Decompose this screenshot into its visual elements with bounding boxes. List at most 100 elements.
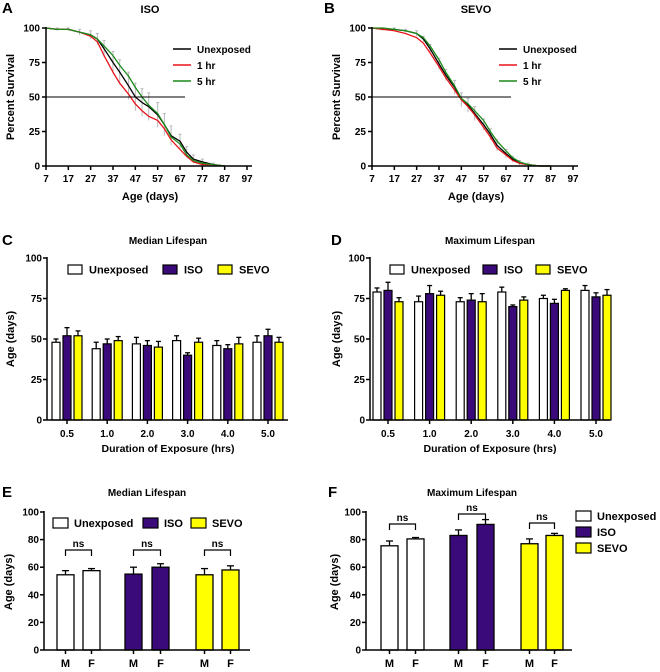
x-tick-label: 77 xyxy=(197,174,209,185)
y-tick-label: 100 xyxy=(23,24,40,35)
survival-curve-1-hr xyxy=(45,27,225,167)
bar-sevo xyxy=(436,294,446,421)
bar-iso xyxy=(591,296,601,421)
bar-unexposed-f xyxy=(406,538,425,651)
legend-swatch-iso xyxy=(482,264,498,275)
panel-letter: D xyxy=(331,232,342,249)
legend-label: 1 hr xyxy=(523,61,541,72)
legend-label: SEVO xyxy=(597,543,628,555)
y-axis-label: Age (days) xyxy=(3,554,15,611)
panel-letter: A xyxy=(2,0,13,17)
y-tick-label: 40 xyxy=(28,590,40,601)
y-tick-label: 40 xyxy=(350,590,362,601)
legend-swatch-unexposed xyxy=(389,264,405,275)
chart-title: Median Lifespan xyxy=(108,488,186,499)
x-tick-label: 47 xyxy=(130,174,142,185)
bar-sevo-f xyxy=(221,569,240,651)
x-axis-label: Age (days) xyxy=(448,191,505,203)
y-tick-label: 25 xyxy=(29,127,41,138)
chart-title: Maximum Lifespan xyxy=(427,488,517,499)
significance-bracket xyxy=(457,513,487,520)
legend-swatch-sevo xyxy=(575,542,592,554)
y-tick-label: 100 xyxy=(348,254,365,265)
legend-swatch-unexposed xyxy=(575,510,592,522)
x-tick-label: 67 xyxy=(174,174,186,185)
x-tick-label: F xyxy=(551,658,558,670)
x-tick-label: 0.5 xyxy=(60,429,74,440)
y-tick-label: 50 xyxy=(29,93,41,104)
bar-unexposed xyxy=(51,341,61,421)
y-tick-label: 100 xyxy=(25,254,42,265)
y-tick-label: 80 xyxy=(28,535,40,546)
chart-title: SEVO xyxy=(461,4,492,16)
bar-unexposed-m xyxy=(380,545,399,651)
y-tick-label: 0 xyxy=(34,162,40,173)
panel-letter: C xyxy=(2,232,13,249)
significance-label: ns xyxy=(73,539,85,550)
significance-label: ns xyxy=(212,539,224,550)
x-tick-label: M xyxy=(454,658,463,670)
x-tick-label: 37 xyxy=(433,174,445,185)
x-tick-label: M xyxy=(61,658,70,670)
x-tick-label: F xyxy=(412,658,419,670)
y-tick-label: 0 xyxy=(355,646,361,657)
significance-bracket xyxy=(132,549,162,556)
y-tick-label: 0 xyxy=(33,646,39,657)
bar-iso xyxy=(549,302,560,421)
legend-label: SEVO xyxy=(212,518,243,530)
bar-unexposed xyxy=(91,348,101,421)
x-tick-label: 67 xyxy=(500,174,512,185)
y-tick-label: 100 xyxy=(22,508,39,519)
bar-iso xyxy=(425,293,435,421)
y-tick-label: 100 xyxy=(349,24,366,35)
bar-sevo xyxy=(560,289,571,421)
bar-sevo xyxy=(194,341,204,421)
y-axis-label: Percent Survival xyxy=(5,54,17,140)
bar-iso-f xyxy=(151,566,170,651)
x-tick-label: M xyxy=(525,658,534,670)
legend-label: Unexposed xyxy=(89,265,148,277)
survival-curve-1-hr xyxy=(371,27,551,167)
x-tick-label: 17 xyxy=(63,174,75,185)
x-tick-label: 17 xyxy=(389,174,401,185)
x-tick-label: 77 xyxy=(523,174,535,185)
bar-sevo xyxy=(519,299,529,421)
bar-iso xyxy=(142,344,152,421)
bar-sevo xyxy=(477,301,487,421)
y-tick-label: 25 xyxy=(355,127,367,138)
x-tick-label: M xyxy=(129,658,138,670)
x-tick-label: 87 xyxy=(219,174,231,185)
legend-label: Unexposed xyxy=(74,518,133,530)
bar-sevo-m xyxy=(520,543,539,651)
chart-title: Maximum Lifespan xyxy=(445,236,535,247)
x-tick-label: 1.0 xyxy=(423,429,437,440)
y-tick-label: 25 xyxy=(354,375,366,386)
x-tick-label: 2.0 xyxy=(464,429,478,440)
legend-label: Unexposed xyxy=(411,265,470,277)
survival-curve-5-hr xyxy=(45,27,225,167)
y-tick-label: 75 xyxy=(355,58,367,69)
x-tick-label: 5.0 xyxy=(589,429,603,440)
legend-label: ISO xyxy=(504,265,523,277)
x-tick-label: 57 xyxy=(152,174,164,185)
legend-swatch-unexposed xyxy=(67,264,83,275)
legend-swatch-sevo xyxy=(190,517,207,529)
panel-letter: B xyxy=(324,0,335,17)
legend-label: 1 hr xyxy=(197,61,215,72)
bar-sevo xyxy=(394,301,404,421)
y-tick-label: 50 xyxy=(31,335,43,346)
bar-iso xyxy=(223,348,233,421)
significance-bracket xyxy=(388,523,417,530)
legend-label: Unexposed xyxy=(197,45,251,56)
bar-unexposed xyxy=(580,289,590,421)
y-tick-label: 75 xyxy=(354,294,366,305)
legend-swatch-iso xyxy=(142,517,159,529)
bar-sevo-m xyxy=(195,574,214,651)
bar-unexposed xyxy=(372,291,382,421)
y-tick-label: 75 xyxy=(31,294,43,305)
bar-iso xyxy=(183,354,193,421)
chart-title: ISO xyxy=(141,4,160,16)
y-tick-label: 0 xyxy=(36,416,42,427)
legend-label: ISO xyxy=(164,518,183,530)
